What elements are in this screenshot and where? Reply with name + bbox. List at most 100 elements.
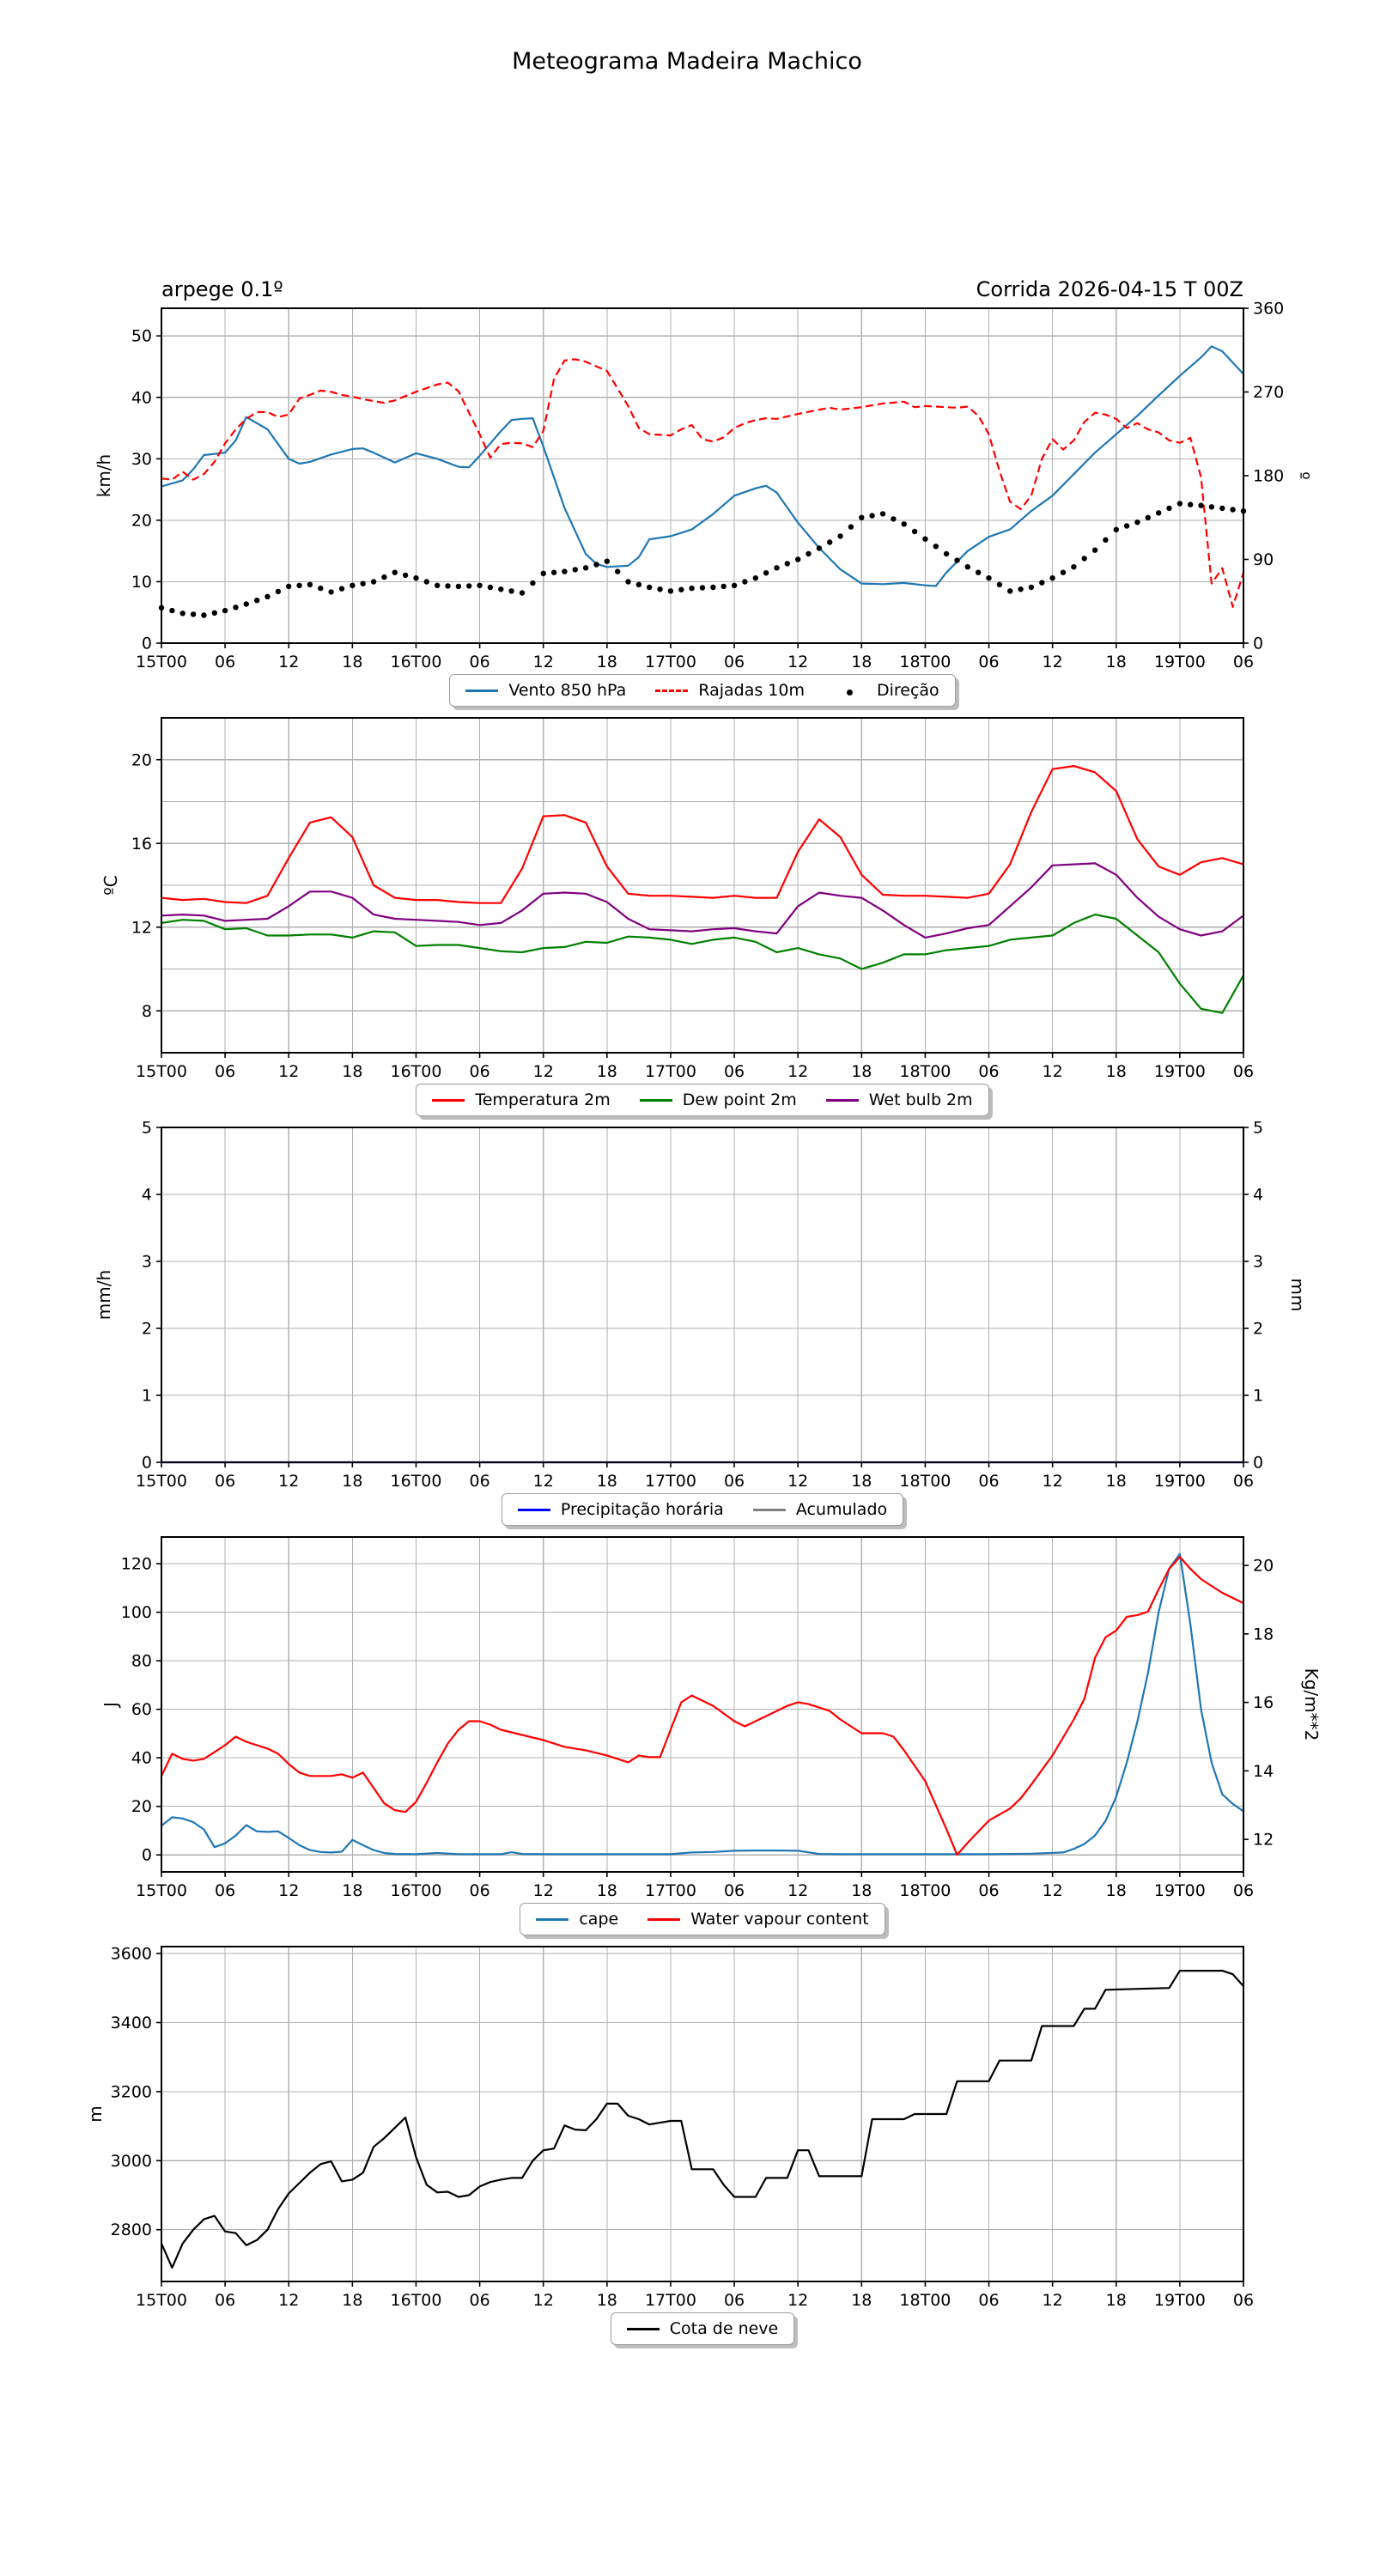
svg-text:50: 50 — [131, 327, 152, 346]
svg-text:12: 12 — [787, 1881, 808, 1900]
svg-text:16T00: 16T00 — [390, 1062, 441, 1081]
legend-item: Direção — [834, 681, 939, 700]
svg-text:18T00: 18T00 — [899, 2291, 951, 2310]
svg-text:06: 06 — [978, 653, 999, 671]
page-title: Meteograma Madeira Machico — [512, 48, 862, 75]
legend-label: cape — [579, 1910, 619, 1929]
legend-panel-1: Vento 850 hPa Rajadas 10m Direção — [161, 674, 1243, 707]
svg-text:12: 12 — [1043, 653, 1063, 671]
svg-text:20: 20 — [131, 511, 152, 530]
legend-box: Cota de neve — [610, 2312, 795, 2345]
svg-text:06: 06 — [724, 1062, 745, 1081]
svg-text:12: 12 — [787, 2291, 808, 2310]
svg-text:15T00: 15T00 — [136, 1472, 187, 1491]
svg-text:3400: 3400 — [111, 2014, 152, 2032]
legend-panel-3: Precipitação horária Acumulado — [161, 1493, 1243, 1526]
svg-text:16: 16 — [131, 835, 152, 854]
svg-text:3: 3 — [1253, 1253, 1263, 1272]
svg-text:06: 06 — [1233, 1062, 1254, 1081]
svg-text:12: 12 — [533, 653, 554, 671]
legend-line-icon — [655, 689, 689, 692]
legend-line-icon — [825, 1098, 859, 1102]
legend-item: Vento 850 hPa — [465, 681, 626, 700]
svg-text:2800: 2800 — [111, 2221, 152, 2239]
svg-text:18: 18 — [342, 653, 362, 671]
legend-label: Cota de neve — [669, 2319, 779, 2338]
svg-text:mm/h: mm/h — [94, 1270, 114, 1320]
svg-text:06: 06 — [215, 2291, 235, 2310]
legend-label: Temperatura 2m — [475, 1091, 611, 1109]
svg-text:15T00: 15T00 — [136, 2291, 187, 2310]
svg-text:120: 120 — [121, 1555, 152, 1574]
svg-text:06: 06 — [1233, 1881, 1254, 1900]
svg-text:12: 12 — [533, 1472, 554, 1491]
svg-text:Kg/m**2: Kg/m**2 — [1301, 1668, 1322, 1741]
legend-line-icon — [647, 1917, 681, 1921]
svg-text:12: 12 — [278, 1472, 299, 1491]
svg-text:06: 06 — [978, 1472, 999, 1491]
svg-text:06: 06 — [215, 1472, 235, 1491]
svg-text:km/h: km/h — [94, 454, 114, 497]
svg-text:º: º — [1292, 471, 1313, 479]
legend-line-icon — [626, 2327, 660, 2330]
svg-text:30: 30 — [131, 450, 152, 469]
model-label: arpege 0.1º — [161, 277, 283, 301]
svg-text:80: 80 — [131, 1652, 152, 1671]
svg-text:18: 18 — [851, 2291, 872, 2310]
svg-text:12: 12 — [787, 653, 808, 671]
svg-text:0: 0 — [142, 1454, 152, 1473]
svg-text:12: 12 — [533, 1062, 554, 1081]
svg-text:19T00: 19T00 — [1154, 2291, 1206, 2310]
legend-item: Wet bulb 2m — [825, 1091, 973, 1109]
legend-item: Cota de neve — [626, 2319, 779, 2338]
svg-text:06: 06 — [724, 1881, 745, 1900]
svg-text:17T00: 17T00 — [645, 1062, 696, 1081]
svg-text:100: 100 — [121, 1603, 152, 1622]
svg-text:0: 0 — [142, 1846, 152, 1865]
legend-marker-icon — [834, 681, 866, 700]
svg-text:17T00: 17T00 — [645, 653, 696, 671]
svg-text:12: 12 — [1043, 1062, 1063, 1081]
svg-text:06: 06 — [469, 2291, 489, 2310]
svg-text:06: 06 — [1233, 1472, 1254, 1491]
svg-text:20: 20 — [1253, 1557, 1274, 1576]
legend-panel-4: cape Water vapour content — [161, 1903, 1243, 1935]
svg-text:20: 20 — [131, 750, 152, 769]
svg-text:2: 2 — [1253, 1320, 1263, 1339]
svg-text:06: 06 — [469, 1062, 489, 1081]
svg-text:06: 06 — [469, 1472, 489, 1491]
svg-text:18: 18 — [1253, 1625, 1274, 1643]
svg-text:360: 360 — [1253, 300, 1284, 319]
legend-item: cape — [536, 1910, 618, 1929]
legend-item: Dew point 2m — [639, 1091, 797, 1109]
svg-text:18: 18 — [597, 1881, 617, 1900]
svg-text:16T00: 16T00 — [390, 1472, 441, 1491]
legend-panel-5: Cota de neve — [161, 2312, 1243, 2345]
svg-text:0: 0 — [1253, 1454, 1263, 1473]
svg-text:18: 18 — [851, 1062, 872, 1081]
svg-text:06: 06 — [215, 1062, 235, 1081]
svg-text:18: 18 — [342, 1472, 362, 1491]
svg-text:18: 18 — [597, 2291, 617, 2310]
svg-text:06: 06 — [469, 1881, 489, 1900]
svg-text:18: 18 — [1106, 2291, 1127, 2310]
svg-text:12: 12 — [278, 2291, 299, 2310]
svg-text:12: 12 — [533, 1881, 554, 1900]
svg-text:18T00: 18T00 — [899, 1881, 951, 1900]
svg-text:16T00: 16T00 — [390, 653, 441, 671]
svg-text:17T00: 17T00 — [645, 1472, 696, 1491]
svg-text:0: 0 — [142, 635, 152, 653]
svg-text:18: 18 — [597, 653, 617, 671]
svg-text:40: 40 — [131, 388, 152, 407]
legend-line-icon — [465, 689, 499, 692]
legend-line-icon — [639, 1098, 672, 1102]
svg-text:mm: mm — [1287, 1279, 1308, 1312]
svg-text:12: 12 — [278, 1062, 299, 1081]
svg-text:12: 12 — [278, 653, 299, 671]
legend-box: Temperatura 2m Dew point 2m Wet bulb 2m — [416, 1084, 989, 1116]
svg-text:12: 12 — [278, 1881, 299, 1900]
legend-item: Precipitação horária — [517, 1500, 724, 1519]
svg-text:12: 12 — [787, 1472, 808, 1491]
